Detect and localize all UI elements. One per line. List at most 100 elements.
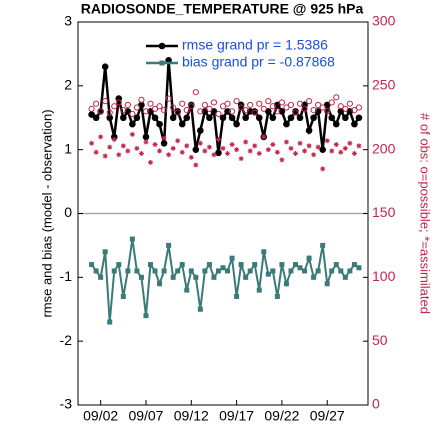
bias-marker — [293, 262, 298, 268]
assimilated-marker — [120, 143, 126, 149]
possible-marker — [151, 105, 159, 112]
rmse-marker — [197, 127, 204, 134]
bias-marker — [252, 262, 258, 268]
bias-marker — [225, 268, 231, 274]
rmse-marker — [351, 120, 358, 128]
x-tick-label: 09/12 — [174, 408, 209, 424]
possible-marker — [138, 96, 145, 103]
assimilated-marker — [288, 145, 294, 151]
assimilated-marker — [293, 150, 298, 156]
rmse-marker — [187, 101, 195, 109]
y-axis-label: rmse and bias (model - observation) — [39, 109, 54, 317]
legend-label: bias grand pr = -0.87868 — [182, 54, 335, 70]
possible-marker — [160, 106, 168, 114]
assimilated-marker — [270, 142, 276, 148]
assimilated-marker — [152, 142, 158, 148]
y2-axis-label: # of obs: o=possible; *=assimilated — [418, 113, 433, 314]
bias-marker — [161, 268, 167, 274]
bias-marker — [134, 268, 140, 274]
assimilated-marker — [315, 144, 321, 150]
y-tick-label: 0 — [64, 204, 72, 220]
assimilated-marker — [243, 139, 249, 145]
assimilated-marker — [116, 152, 122, 158]
assimilated-marker — [193, 162, 199, 168]
assimilated-marker — [179, 149, 185, 155]
chart-title: RADIOSONDE_TEMPERATURE @ 925 hPa — [81, 1, 364, 17]
assimilated-marker — [175, 138, 181, 144]
rmse-marker — [120, 114, 127, 122]
bias-marker — [324, 281, 330, 287]
possible-marker — [174, 109, 181, 116]
assimilated-marker — [324, 138, 330, 144]
assimilated-marker — [89, 140, 95, 146]
bias-marker — [175, 268, 181, 274]
possible-marker — [224, 100, 231, 107]
legend-label: rmse grand pr = 1.5386 — [182, 37, 328, 53]
rmse-marker — [174, 108, 181, 115]
bias-marker — [120, 293, 126, 299]
possible-marker — [351, 106, 358, 114]
assimilated-marker — [134, 145, 140, 151]
bias-marker — [116, 262, 122, 268]
possible-marker — [233, 98, 240, 105]
possible-marker — [147, 100, 154, 107]
assimilated-marker — [234, 147, 240, 153]
possible-marker — [310, 106, 317, 114]
bias-marker — [256, 287, 262, 293]
bias-marker — [93, 268, 99, 274]
assimilated-marker — [125, 148, 131, 154]
rmse-marker — [169, 114, 177, 122]
possible-marker — [197, 108, 204, 115]
y-tick-label: -1 — [60, 268, 73, 284]
assimilated-marker — [111, 136, 117, 142]
rmse-marker — [133, 114, 141, 122]
rmse-marker — [92, 114, 100, 122]
bias-marker — [320, 242, 326, 248]
rmse-marker — [305, 127, 313, 134]
rmse-marker — [219, 114, 227, 122]
assimilated-marker — [202, 148, 208, 154]
bias-marker — [311, 274, 317, 280]
assimilated-marker — [283, 139, 289, 145]
rmse-marker — [142, 133, 150, 141]
rmse-marker — [269, 114, 277, 122]
possible-marker — [247, 101, 254, 109]
y-tick-label: 2 — [64, 77, 72, 93]
assimilated-marker — [256, 150, 262, 156]
possible-marker — [192, 89, 199, 96]
rmse-marker — [242, 114, 249, 122]
assimilated-marker — [102, 153, 108, 159]
assimilated-marker — [98, 134, 104, 140]
y-tick-label: -2 — [60, 332, 73, 348]
bias-marker — [270, 268, 276, 274]
possible-marker — [188, 103, 195, 110]
assimilated-marker — [184, 143, 190, 149]
bias-marker — [279, 262, 285, 268]
assimilated-marker — [252, 143, 258, 149]
possible-marker — [129, 110, 136, 118]
bias-marker — [211, 274, 217, 280]
rmse-marker — [233, 120, 240, 128]
possible-marker — [228, 108, 236, 115]
possible-marker — [183, 106, 190, 114]
possible-marker — [106, 109, 113, 116]
bias-marker — [98, 274, 104, 280]
possible-marker — [88, 105, 95, 112]
possible-marker — [215, 110, 222, 118]
rmse-marker — [355, 114, 363, 122]
bias-marker — [351, 262, 357, 268]
possible-marker — [156, 103, 163, 110]
rmse-marker — [129, 120, 136, 128]
bias-marker — [215, 268, 221, 274]
rmse-marker — [156, 120, 163, 128]
possible-marker — [242, 106, 249, 114]
bias-marker — [125, 268, 131, 274]
bias-marker — [179, 262, 185, 268]
assimilated-marker — [306, 143, 312, 149]
assimilated-marker — [229, 142, 235, 148]
y2-tick-label: 0 — [372, 396, 380, 412]
possible-marker — [206, 105, 213, 112]
possible-marker — [256, 100, 263, 107]
rmse-marker — [292, 108, 299, 115]
